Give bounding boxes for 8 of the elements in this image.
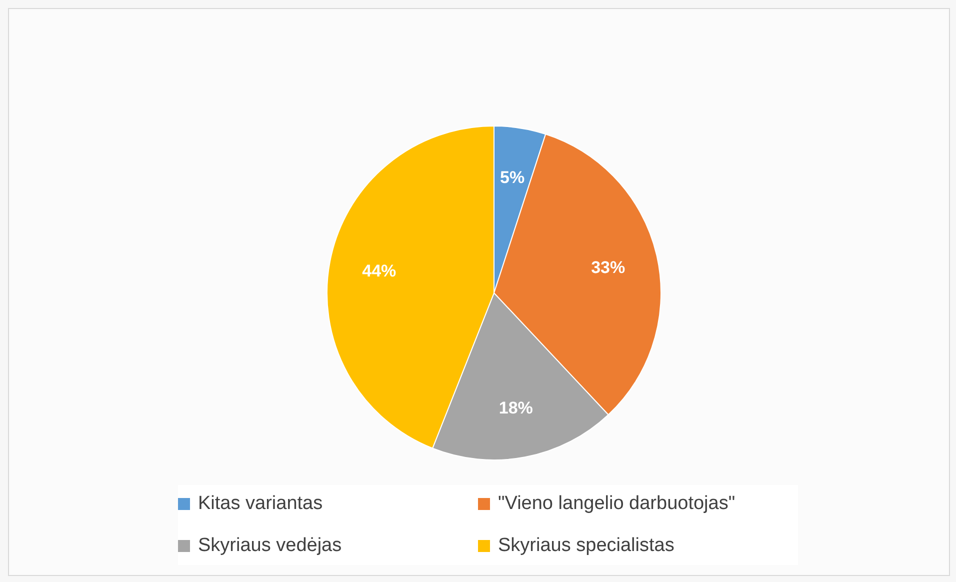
legend-label: Skyriaus vedėjas	[198, 535, 342, 557]
legend-label: Skyriaus specialistas	[498, 535, 674, 557]
data-label: 33%	[591, 258, 626, 277]
data-label: 18%	[498, 398, 533, 418]
legend-label: Kitas variantas	[198, 493, 323, 515]
legend-label: "Vieno langelio darbuotojas"	[498, 493, 736, 515]
data-label: 44%	[362, 262, 396, 281]
data-label: 5%	[500, 168, 525, 188]
